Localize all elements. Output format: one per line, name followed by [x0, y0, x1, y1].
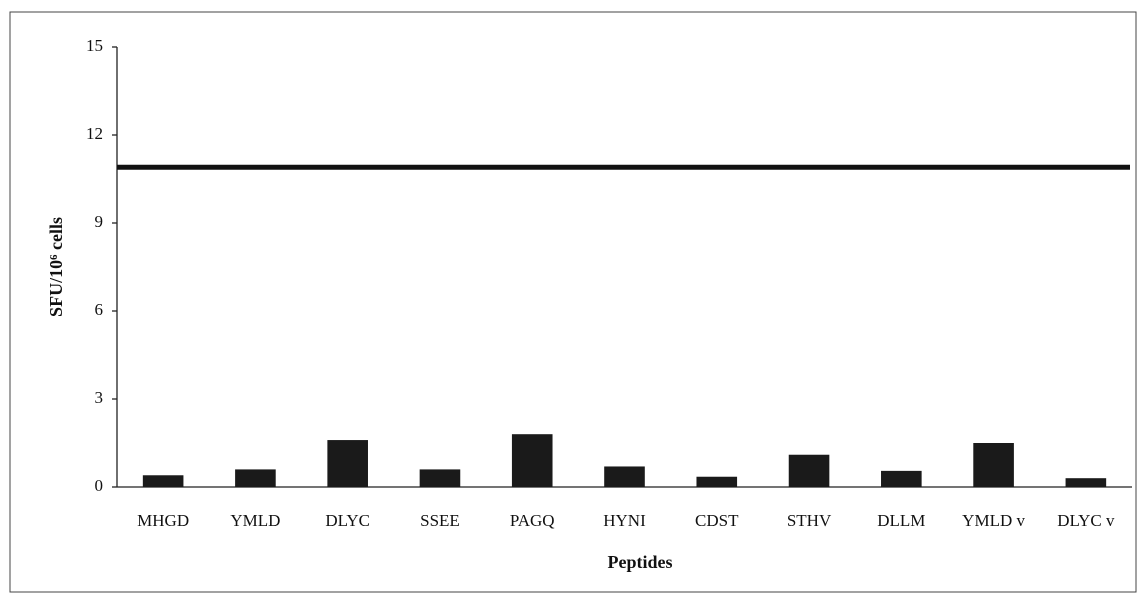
y-tick-label: 12 [86, 124, 103, 143]
bar [604, 466, 645, 487]
x-tick-label: DLYC v [1057, 511, 1115, 530]
y-tick-label: 6 [95, 300, 104, 319]
bar [142, 475, 184, 487]
x-tick-label: MHGD [137, 511, 189, 530]
bar [881, 470, 922, 487]
bar [788, 454, 830, 487]
x-axis-title: Peptides [608, 552, 673, 572]
y-tick-label: 0 [95, 476, 104, 495]
x-tick-label: HYNI [603, 511, 646, 530]
x-tick-label: CDST [695, 511, 739, 530]
y-tick-label: 9 [95, 212, 104, 231]
y-axis-title: SFU/10⁶ cells [46, 217, 66, 317]
bar [1065, 478, 1107, 487]
y-tick-label: 15 [86, 36, 103, 55]
bar [696, 476, 738, 487]
x-tick-label: DLYC [325, 511, 370, 530]
y-tick-label: 3 [95, 388, 104, 407]
bar [973, 443, 1014, 487]
bar [419, 469, 461, 487]
bar [511, 434, 553, 487]
x-tick-label: YMLD v [962, 511, 1025, 530]
bar [235, 469, 276, 487]
x-tick-label: YMLD [230, 511, 280, 530]
x-tick-label: SSEE [420, 511, 460, 530]
x-tick-label: DLLM [877, 511, 925, 530]
chart-frame [9, 11, 1137, 593]
x-tick-label: PAGQ [510, 511, 555, 530]
x-tick-label: STHV [787, 511, 832, 530]
bar [327, 440, 368, 487]
